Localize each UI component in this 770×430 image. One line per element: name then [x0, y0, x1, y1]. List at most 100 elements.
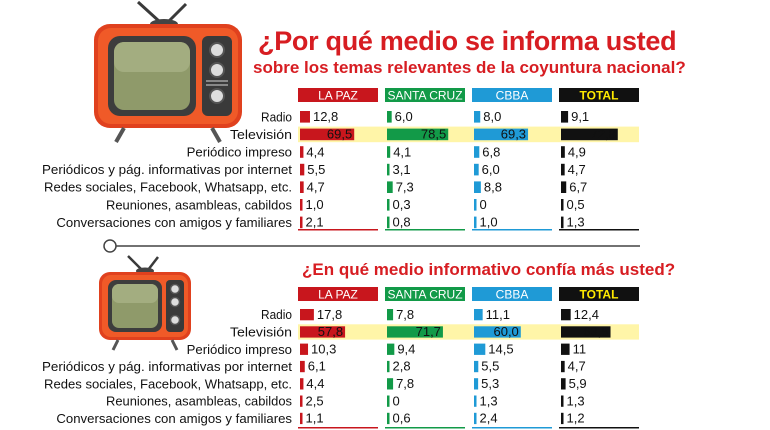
legend-label: TOTAL	[580, 89, 619, 103]
column-rule	[298, 427, 378, 429]
highlight-row-band	[298, 126, 639, 143]
bar	[300, 395, 303, 407]
data-label: 1,3	[480, 393, 498, 408]
data-label: 11,1	[486, 307, 510, 322]
category-label: Televisión	[230, 324, 292, 339]
bar	[300, 199, 303, 211]
data-label: 7,8	[396, 307, 414, 322]
data-label: 69,3	[501, 127, 526, 142]
bar	[474, 128, 529, 141]
legend-label: SANTA CRUZ	[387, 89, 462, 103]
bar	[474, 111, 481, 123]
bar	[474, 412, 477, 425]
chart1-title: ¿Por qué medio se informa usted	[258, 26, 677, 56]
legend-label: LA PAZ	[318, 89, 358, 103]
bar	[387, 146, 391, 158]
category-label: Redes sociales, Facebook, Whatsapp, etc.	[44, 376, 292, 391]
bar	[561, 216, 564, 229]
data-label: 6,0	[395, 109, 413, 124]
column-rule	[298, 229, 378, 231]
data-label: 2,1	[306, 215, 324, 230]
data-label: 10,3	[311, 341, 336, 356]
data-label: 0,5	[567, 197, 585, 212]
bar	[300, 216, 303, 229]
bar	[387, 343, 395, 355]
data-label: 2,5	[306, 393, 324, 408]
bar	[561, 199, 564, 211]
bar	[300, 326, 346, 338]
bar	[474, 163, 479, 176]
data-label: 3,1	[393, 162, 411, 177]
data-label: 1,3	[567, 215, 585, 230]
bar	[561, 309, 571, 321]
legend-label: LA PAZ	[318, 288, 358, 302]
bar	[387, 360, 390, 373]
bar	[474, 309, 483, 321]
data-label: 0,6	[393, 411, 411, 426]
bar	[561, 146, 565, 158]
series-header-2	[472, 88, 552, 102]
data-label: 4,7	[568, 359, 586, 374]
bar	[387, 111, 392, 123]
highlight-row-band	[298, 324, 639, 340]
chart2-title: ¿En qué medio informativo confía más ust…	[302, 260, 676, 279]
data-label: 4,7	[568, 162, 586, 177]
legend-label: SANTA CRUZ	[387, 288, 462, 302]
data-label: 1,3	[567, 393, 585, 408]
data-label: 72,8	[590, 127, 615, 142]
data-label: 4,1	[393, 144, 411, 159]
category-label: Reuniones, asambleas, cabildos	[106, 197, 292, 212]
category-label: Periódicos y pág. informativas por inter…	[42, 162, 292, 177]
data-label: 14,5	[488, 341, 513, 356]
data-label: 5,5	[307, 162, 325, 177]
bar	[474, 360, 479, 373]
data-label: 5,5	[481, 359, 499, 374]
chart1-subtitle: sobre los temas relevantes de la coyuntu…	[253, 58, 686, 77]
bar	[387, 309, 394, 321]
category-label: Conversaciones con amigos y familiares	[56, 215, 292, 230]
data-label: 0,8	[393, 215, 411, 230]
data-label: 4,9	[568, 144, 586, 159]
data-label: 6,0	[482, 162, 500, 177]
bar	[474, 181, 481, 193]
bar	[474, 216, 477, 229]
bar	[300, 181, 304, 193]
bar	[561, 360, 565, 373]
column-rule	[472, 229, 552, 231]
category-label: Radio	[261, 109, 292, 124]
bar	[387, 181, 393, 193]
data-label: 9,4	[397, 341, 415, 356]
bar	[561, 128, 618, 141]
data-label: 78,5	[421, 127, 446, 142]
data-label: 4,7	[307, 180, 325, 195]
bar	[474, 326, 521, 338]
column-rule	[472, 427, 552, 429]
data-label: 7,3	[396, 180, 414, 195]
category-label: Redes sociales, Facebook, Whatsapp, etc.	[44, 180, 292, 195]
data-label: 5,9	[569, 376, 587, 391]
tv-icon	[94, 0, 242, 143]
data-label: 0	[480, 197, 487, 212]
data-label: 69,5	[327, 127, 352, 142]
data-label: 1,0	[306, 197, 324, 212]
bar	[387, 128, 449, 141]
data-label: 12,8	[313, 109, 338, 124]
data-label: 4,4	[306, 144, 324, 159]
data-label: 11	[573, 341, 587, 356]
bar	[300, 412, 303, 425]
legend-label: CBBA	[496, 89, 529, 103]
category-label: Periódico impreso	[187, 342, 292, 357]
data-label: 1,1	[306, 411, 324, 426]
data-label: 2,8	[393, 359, 411, 374]
legend-label: TOTAL	[580, 288, 619, 302]
series-header-0	[298, 88, 378, 102]
bar	[387, 199, 390, 211]
bar	[474, 395, 477, 407]
bar	[300, 163, 305, 176]
data-label: 7,8	[396, 376, 414, 391]
bar	[387, 395, 390, 407]
bar	[300, 378, 304, 390]
category-label: Televisión	[230, 127, 292, 142]
data-label: 6,1	[308, 359, 326, 374]
